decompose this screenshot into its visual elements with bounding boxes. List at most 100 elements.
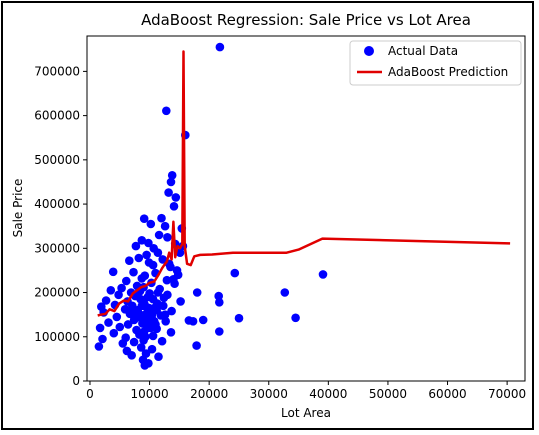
x-tick-label: 40000 — [309, 387, 347, 401]
data-point — [162, 275, 172, 285]
data-point — [137, 274, 147, 283]
x-axis: 0 10000 20000 30000 40000 50000 60000 70000 — [86, 381, 526, 401]
data-point — [234, 313, 244, 323]
data-point — [143, 306, 153, 316]
data-point — [148, 260, 158, 270]
data-point — [136, 294, 145, 304]
y-tick-label: 600000 — [34, 109, 80, 123]
data-point — [131, 241, 141, 251]
data-point — [198, 315, 208, 325]
data-point — [127, 351, 136, 360]
data-point — [166, 177, 176, 187]
data-point — [122, 276, 131, 286]
data-point — [291, 313, 300, 323]
data-point — [154, 230, 164, 240]
data-point — [161, 317, 170, 326]
x-tick-label: 60000 — [428, 387, 466, 401]
x-axis-label: Lot Area — [281, 406, 331, 420]
data-point — [160, 221, 170, 231]
data-point — [153, 288, 163, 297]
data-point — [95, 323, 105, 333]
legend-label-prediction: AdaBoost Prediction — [388, 65, 508, 79]
scatter-series — [94, 42, 328, 370]
y-tick-label: 200000 — [34, 286, 80, 300]
x-tick-label: 20000 — [190, 387, 228, 401]
x-tick-label: 30000 — [250, 387, 288, 401]
data-point — [215, 298, 224, 307]
prediction-series — [97, 50, 511, 317]
data-point — [118, 339, 128, 348]
data-point — [192, 341, 201, 350]
data-point — [192, 288, 202, 297]
data-point — [163, 290, 172, 300]
data-point — [141, 332, 150, 342]
data-point — [176, 297, 185, 306]
data-point — [98, 334, 107, 344]
data-point — [158, 255, 167, 264]
data-point — [148, 331, 158, 341]
data-point — [151, 320, 160, 329]
x-tick-label: 10000 — [130, 387, 168, 401]
data-point — [154, 352, 163, 362]
data-point — [112, 312, 122, 322]
data-point — [147, 344, 157, 354]
y-tick-label: 400000 — [34, 197, 80, 211]
data-point — [215, 327, 224, 336]
x-tick-label: 50000 — [369, 387, 407, 401]
data-point — [132, 312, 141, 322]
data-point — [173, 270, 183, 280]
data-point — [167, 306, 176, 316]
y-tick-label: 0 — [72, 374, 80, 388]
y-tick-label: 100000 — [34, 330, 80, 344]
data-point — [108, 267, 118, 277]
y-axis: 0 100000 200000 300000 400000 500000 600000 700… — [34, 64, 87, 388]
data-point — [214, 291, 223, 301]
axes-frame — [86, 35, 526, 382]
legend-label-actual: Actual Data — [388, 44, 458, 58]
data-point — [280, 288, 290, 297]
data-point — [157, 213, 166, 223]
data-point — [318, 270, 328, 279]
x-tick-label: 0 — [86, 387, 94, 401]
data-point — [136, 343, 146, 352]
data-point — [109, 328, 119, 338]
data-point — [148, 294, 158, 304]
data-point — [152, 305, 161, 315]
data-point — [115, 322, 125, 332]
data-point — [146, 219, 156, 229]
data-point — [114, 290, 123, 300]
data-point — [171, 193, 181, 202]
data-point — [125, 256, 134, 266]
chart-title: AdaBoost Regression: Sale Price vs Lot A… — [141, 11, 471, 29]
data-point — [128, 305, 138, 315]
data-point — [160, 310, 170, 320]
y-axis-label: Sale Price — [11, 179, 25, 238]
data-point — [139, 214, 149, 223]
data-point — [106, 286, 116, 295]
data-point — [104, 318, 113, 327]
prediction-line — [97, 50, 511, 317]
legend-box — [349, 40, 522, 86]
data-point — [142, 250, 151, 260]
data-point — [169, 202, 179, 211]
data-point — [167, 171, 177, 180]
data-point — [162, 106, 171, 116]
data-point — [123, 320, 133, 329]
y-tick-label: 700000 — [34, 64, 80, 78]
data-point — [101, 296, 111, 305]
data-point — [117, 283, 126, 293]
data-point — [157, 336, 167, 346]
legend-marker-actual — [364, 46, 374, 56]
data-point — [230, 268, 240, 278]
plot-area: 0 10000 20000 30000 40000 50000 60000 70000 0 10… — [34, 35, 526, 401]
y-tick-label: 500000 — [34, 153, 80, 167]
data-point — [159, 301, 168, 311]
data-point — [129, 337, 139, 347]
data-point — [166, 328, 176, 337]
data-point — [129, 267, 138, 277]
data-point — [153, 248, 163, 257]
legend: Actual Data AdaBoost Prediction — [349, 40, 522, 86]
y-tick-label: 300000 — [34, 241, 80, 255]
data-point — [144, 238, 153, 248]
